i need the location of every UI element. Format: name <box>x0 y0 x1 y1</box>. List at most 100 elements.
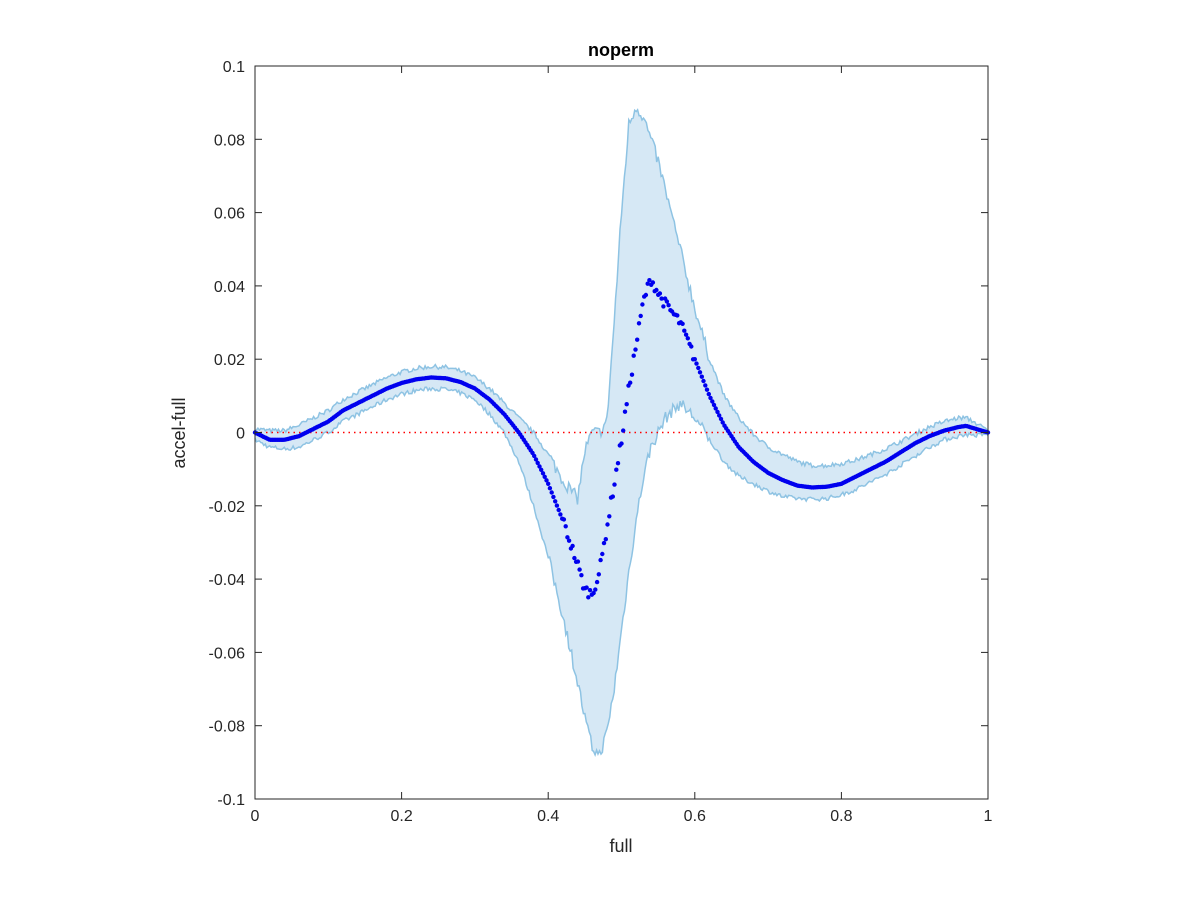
mean-point <box>561 517 567 522</box>
mean-point <box>600 551 605 557</box>
x-tick-label: 0.4 <box>537 808 559 825</box>
mean-point <box>593 587 598 592</box>
mean-point <box>683 332 689 337</box>
mean-point <box>682 328 687 333</box>
confidence-band <box>254 108 989 758</box>
y-tick-label: -0.06 <box>209 645 246 662</box>
mean-point <box>549 490 554 495</box>
mean-point <box>664 299 670 304</box>
mean-point <box>699 374 704 379</box>
y-tick-label: -0.04 <box>209 572 246 589</box>
mean-point <box>601 540 607 546</box>
mean-point <box>647 278 652 283</box>
chart-title: noperm <box>588 40 654 60</box>
mean-point <box>577 567 582 572</box>
mean-point <box>591 590 596 596</box>
band-fill <box>255 109 988 755</box>
x-tick-label: 0.8 <box>830 808 852 825</box>
mean-point <box>533 457 539 462</box>
mean-point <box>703 383 708 388</box>
mean-point <box>629 372 635 377</box>
x-tick-label: 0.6 <box>684 808 706 825</box>
y-tick-label: -0.08 <box>209 719 246 736</box>
mean-point <box>708 395 713 401</box>
mean-point <box>704 387 710 392</box>
mean-point <box>675 313 680 318</box>
band-upper-edge <box>254 108 989 505</box>
mean-point <box>720 420 725 425</box>
mean-point <box>713 406 718 411</box>
mean-point <box>615 461 621 466</box>
mean-point <box>594 579 600 585</box>
y-tick-label: 0.06 <box>214 206 245 223</box>
mean-point <box>598 557 603 563</box>
y-tick-label: 0.04 <box>214 279 245 296</box>
mean-point <box>587 588 593 593</box>
mean-point <box>596 572 601 577</box>
mean-point <box>553 499 558 504</box>
y-tick-label: 0.1 <box>223 59 245 76</box>
mean-point <box>540 471 546 476</box>
mean-point <box>535 460 540 466</box>
mean-point <box>621 428 626 433</box>
mean-point <box>607 514 612 519</box>
mean-point <box>537 464 542 469</box>
mean-point <box>657 291 663 296</box>
mean-point <box>614 467 619 472</box>
x-axis-label: full <box>609 836 632 856</box>
mean-point <box>715 409 720 415</box>
mean-point <box>622 409 628 414</box>
mean-point <box>566 538 572 543</box>
mean-point <box>706 391 711 397</box>
mean-point <box>551 494 556 500</box>
mean-point <box>711 402 717 408</box>
mean-point <box>532 453 537 459</box>
mean-point <box>643 292 649 298</box>
mean-point <box>586 595 591 600</box>
band-lower-edge <box>254 386 989 758</box>
mean-point <box>631 353 636 358</box>
mean-point <box>556 507 561 513</box>
y-axis-label: accel-full <box>169 397 189 468</box>
mean-point <box>666 303 671 308</box>
mean-point <box>584 585 589 590</box>
y-tick-label: 0.02 <box>214 352 245 369</box>
mean-point <box>697 370 703 375</box>
mean-point <box>661 304 666 309</box>
y-tick-label: 0.08 <box>214 132 245 149</box>
mean-point <box>638 313 643 319</box>
mean-point <box>558 512 563 517</box>
mean-point <box>565 535 570 540</box>
mean-point <box>570 543 575 549</box>
mean-point <box>717 413 722 418</box>
mean-point <box>710 399 715 404</box>
mean-point <box>554 503 560 508</box>
mean-point <box>645 281 650 286</box>
mean-point <box>694 361 699 366</box>
mean-point <box>689 344 694 349</box>
mean-point <box>605 522 610 527</box>
mean-point <box>718 416 724 422</box>
y-tick-label: 0 <box>236 426 245 443</box>
mean-point <box>680 321 685 326</box>
mean-point <box>563 524 568 529</box>
y-tick-label: -0.1 <box>217 792 245 809</box>
mean-point <box>542 474 547 479</box>
mean-point <box>547 486 553 491</box>
mean-point <box>544 478 549 483</box>
x-tick-label: 0.2 <box>390 808 412 825</box>
mean-point <box>650 280 656 285</box>
mean-point <box>640 302 645 307</box>
mean-point <box>692 357 697 362</box>
mean-point <box>546 481 551 486</box>
mean-series <box>252 278 991 600</box>
x-tick-label: 0 <box>251 808 260 825</box>
mean-point <box>579 573 584 578</box>
mean-point <box>610 494 615 499</box>
mean-point <box>659 296 664 301</box>
mean-point <box>635 337 640 342</box>
mean-point <box>572 555 577 561</box>
mean-point <box>619 441 624 446</box>
